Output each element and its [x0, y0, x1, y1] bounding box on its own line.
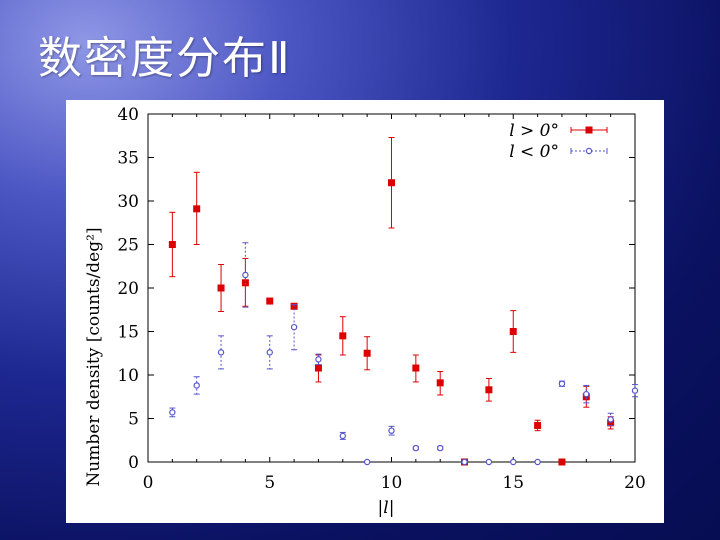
legend-label: l > 0° — [509, 121, 559, 141]
chart-plot: 0 5 10 15 20 0 5 10 15 20 25 30 35 40 l > 0°l < 0° — [117, 105, 646, 493]
data-point — [388, 427, 395, 434]
data-point — [315, 356, 322, 363]
data-point — [607, 416, 614, 423]
data-point — [363, 349, 371, 357]
data-point — [339, 432, 346, 440]
data-point — [461, 458, 468, 466]
data-point — [558, 458, 566, 466]
data-point — [169, 409, 176, 416]
data-point — [631, 387, 639, 394]
data-point — [193, 382, 200, 389]
data-point — [485, 386, 493, 394]
legend-label: l < 0° — [509, 142, 559, 162]
series-l-negative — [169, 242, 639, 466]
data-point — [388, 179, 395, 187]
data-point — [509, 328, 517, 335]
y-tick-label: 15 — [117, 323, 139, 343]
data-point — [412, 444, 420, 452]
data-point — [217, 284, 225, 292]
data-point — [363, 458, 371, 466]
y-tick-label: 30 — [117, 192, 139, 212]
data-point — [290, 323, 298, 331]
y-tick-label: 20 — [117, 279, 139, 299]
x-tick-label: 5 — [264, 473, 275, 493]
data-point — [485, 458, 493, 466]
data-point — [193, 205, 201, 213]
legend-marker — [585, 126, 593, 134]
data-point — [314, 364, 322, 372]
data-point — [583, 390, 590, 398]
data-point — [266, 349, 273, 356]
x-tick-label: 20 — [624, 473, 646, 493]
x-axis-title: |l| — [377, 498, 395, 518]
data-point — [339, 332, 347, 340]
data-point — [242, 271, 249, 279]
y-tick-label: 40 — [117, 105, 139, 125]
data-point — [168, 241, 176, 248]
data-point — [437, 444, 444, 452]
x-tick-label: 10 — [381, 473, 403, 493]
legend-marker — [585, 147, 593, 155]
y-tick-label: 35 — [117, 149, 139, 169]
data-point — [510, 458, 517, 466]
chart-panel: 0 5 10 15 20 0 5 10 15 20 25 30 35 40 l > 0° l < 0° Num… — [66, 100, 664, 523]
x-tick-label: 15 — [502, 473, 524, 493]
data-point — [558, 380, 566, 387]
y-tick-label: 10 — [117, 366, 139, 386]
x-tick-label: 0 — [143, 473, 154, 493]
data-point — [436, 379, 444, 387]
data-point — [266, 297, 274, 305]
y-tick-label: 5 — [128, 410, 139, 430]
data-point — [534, 458, 541, 466]
y-tick-label: 25 — [117, 236, 139, 256]
y-tick-label: 0 — [128, 453, 139, 473]
slide-title: 数密度分布Ⅱ — [38, 33, 292, 84]
series-l-positive — [168, 136, 615, 466]
data-point — [412, 364, 420, 372]
data-point — [534, 421, 542, 429]
data-point — [217, 349, 225, 356]
y-axis-title: Number density [counts/deg²] — [84, 227, 104, 487]
